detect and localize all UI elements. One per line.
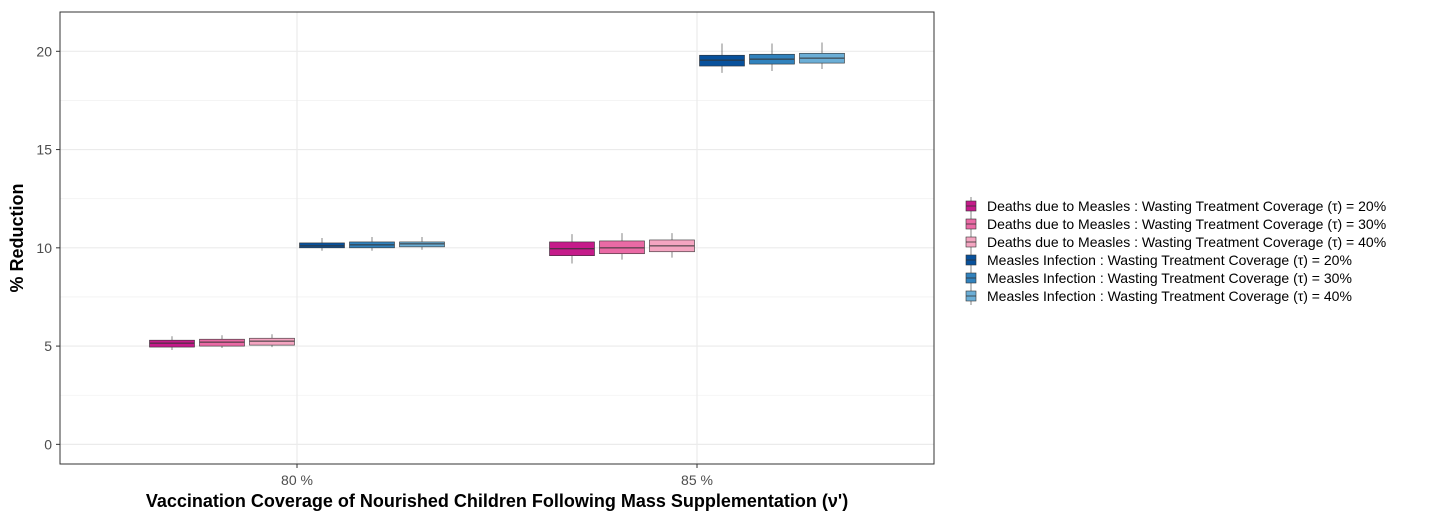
legend-item: Measles Infection : Wasting Treatment Co…: [965, 269, 1352, 287]
boxplot-mark: [599, 233, 645, 260]
y-tick-label: 0: [44, 436, 52, 452]
legend-item: Deaths due to Measles : Wasting Treatmen…: [965, 215, 1386, 233]
x-tick-label: 85 %: [681, 472, 713, 488]
legend-label: Measles Infection : Wasting Treatment Co…: [987, 288, 1352, 304]
boxplot-mark: [649, 233, 695, 258]
legend-item: Deaths due to Measles : Wasting Treatmen…: [965, 233, 1386, 251]
y-axis-ticks: 0 5 10 15 20: [36, 43, 60, 452]
y-axis-title: % Reduction: [7, 183, 27, 292]
x-axis-ticks: 80 % 85 %: [281, 464, 713, 488]
boxplot-mark: [549, 234, 595, 264]
legend-label: Measles Infection : Wasting Treatment Co…: [987, 270, 1352, 286]
boxplot-mark: [799, 42, 845, 69]
boxplot-mark: [699, 43, 745, 73]
legend: Deaths due to Measles : Wasting Treatmen…: [965, 197, 1386, 305]
boxplot-marks: [149, 42, 845, 351]
y-tick-label: 20: [36, 43, 52, 59]
y-tick-label: 15: [36, 142, 52, 158]
legend-item: Deaths due to Measles : Wasting Treatmen…: [965, 197, 1386, 215]
plot-background: [60, 12, 934, 464]
boxplot-mark: [199, 335, 245, 349]
legend-label: Deaths due to Measles : Wasting Treatmen…: [987, 216, 1386, 232]
x-axis-title: Vaccination Coverage of Nourished Childr…: [146, 491, 848, 511]
boxplot-mark: [349, 237, 395, 251]
legend-label: Deaths due to Measles : Wasting Treatmen…: [987, 234, 1386, 250]
boxplot-mark: [149, 336, 195, 351]
x-tick-label: 80 %: [281, 472, 313, 488]
y-tick-label: 10: [36, 240, 52, 256]
legend-label: Deaths due to Measles : Wasting Treatmen…: [987, 198, 1386, 214]
legend-label: Measles Infection : Wasting Treatment Co…: [987, 252, 1352, 268]
y-tick-label: 5: [44, 338, 52, 354]
boxplot-mark: [749, 43, 795, 71]
plot-border: [59, 11, 935, 465]
legend-item: Measles Infection : Wasting Treatment Co…: [965, 287, 1352, 305]
boxplot-mark: [299, 238, 345, 251]
boxplot-mark: [399, 237, 445, 250]
legend-item: Measles Infection : Wasting Treatment Co…: [965, 251, 1352, 269]
boxplot-mark: [249, 334, 295, 348]
